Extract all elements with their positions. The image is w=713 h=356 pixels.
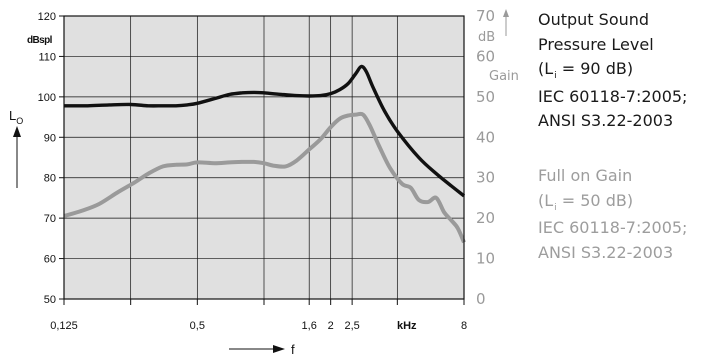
legend-black-line2: Pressure Level xyxy=(538,34,654,54)
legend-black-standard-ansi: ANSI S3.22-2003 xyxy=(538,111,674,130)
left-y-tick-label: 80 xyxy=(44,173,56,185)
x-axis-symbol: f xyxy=(291,342,295,356)
left-y-tick-label: 100 xyxy=(38,92,56,104)
right-y-tick-label: 30 xyxy=(476,169,495,187)
x-tick-label: 0,5 xyxy=(190,320,205,332)
right-y-arrow-icon xyxy=(503,9,509,36)
left-y-arrow-icon xyxy=(13,126,21,188)
x-tick-label: 2 xyxy=(328,320,334,332)
grid-lines xyxy=(64,16,464,299)
x-tick-label: 0,125 xyxy=(50,320,78,332)
gain-series-line xyxy=(63,111,466,244)
x-tick-label: 2,5 xyxy=(344,320,359,332)
output-spl-series-line xyxy=(63,64,466,198)
tick-marks xyxy=(59,15,465,305)
left-y-axis-symbol: LO xyxy=(9,108,23,126)
left-y-unit: dBspl xyxy=(27,35,53,46)
right-y-tick-labels: 0 10 20 30 40 50 60 70 xyxy=(476,7,495,308)
legend-black-condition: (Li = 90 dB) xyxy=(538,59,634,81)
right-y-label: Gain xyxy=(489,69,519,84)
legend-black-line1: Output Sound xyxy=(538,10,650,29)
x-unit-label: kHz xyxy=(397,320,417,332)
legend-gray-standard-ansi: ANSI S3.22-2003 xyxy=(538,242,674,262)
legend-gray-standard-iec: IEC 60118-7:2005; xyxy=(538,218,688,237)
legend-output-spl: Output Sound Pressure Level (Li = 90 dB)… xyxy=(538,8,710,134)
right-y-tick-label: 40 xyxy=(476,128,495,146)
right-y-tick-label: 60 xyxy=(476,47,495,65)
left-y-tick-label: 90 xyxy=(44,132,56,144)
legend-full-on-gain: Full on Gain (Li = 50 dB) IEC 60118-7:20… xyxy=(538,164,710,265)
right-y-tick-label: 20 xyxy=(476,209,495,227)
left-y-tick-label: 120 xyxy=(38,11,56,23)
x-tick-label: 1,6 xyxy=(302,320,317,332)
left-y-tick-labels: 50 60 70 80 90 100 110 120 xyxy=(38,11,56,306)
x-tick-label: 8 xyxy=(461,320,467,332)
right-y-tick-label: 50 xyxy=(476,88,495,106)
legend-gray-line1: Full on Gain xyxy=(538,166,633,185)
x-axis-arrow-icon xyxy=(229,345,285,353)
left-y-tick-label: 60 xyxy=(44,254,56,266)
legend-black-standard-iec: IEC 60118-7:2005; xyxy=(538,86,688,106)
left-y-tick-label: 70 xyxy=(44,213,56,225)
right-y-tick-label: 10 xyxy=(476,250,495,268)
x-tick-labels: 0,125 0,5 1,6 2 2,5 8 xyxy=(50,320,467,332)
series-layer xyxy=(63,64,466,244)
legend-gray-condition: (Li = 50 dB) xyxy=(538,190,634,213)
right-y-tick-label: 0 xyxy=(476,290,486,308)
left-y-tick-label: 50 xyxy=(44,294,56,306)
right-y-unit: dB xyxy=(478,30,495,45)
right-y-tick-label: 70 xyxy=(476,7,495,25)
left-y-tick-label: 110 xyxy=(38,51,56,63)
